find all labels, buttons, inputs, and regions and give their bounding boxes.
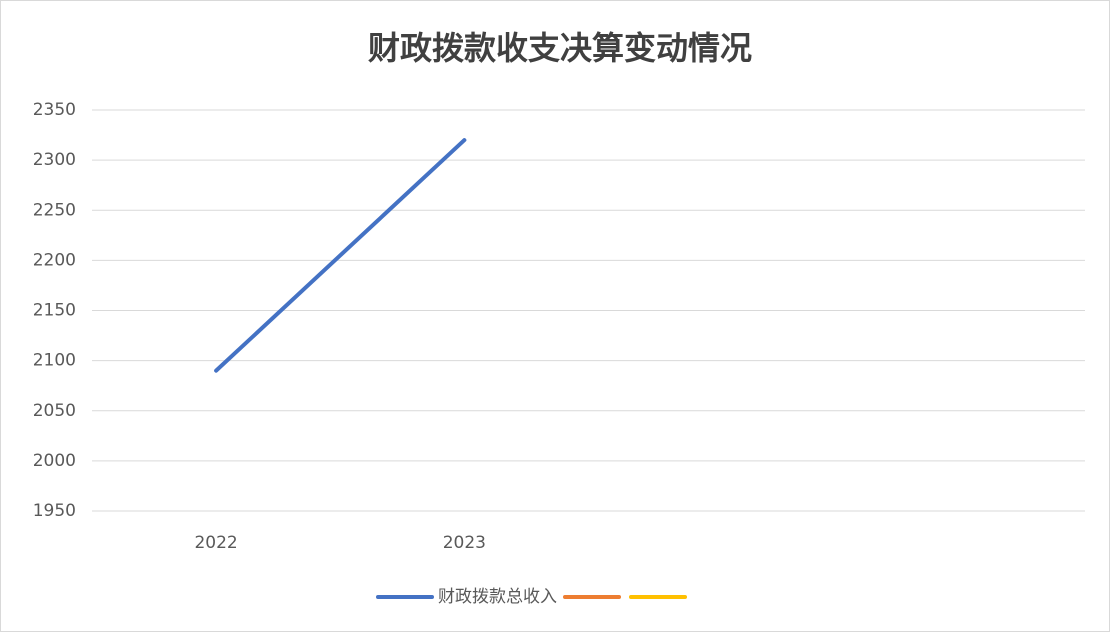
y-tick-label: 2050 [33,401,76,421]
y-tick-label: 2000 [33,451,76,471]
y-tick-label: 2200 [33,250,76,270]
y-tick-label: 2100 [33,351,76,371]
y-tick-label: 2250 [33,200,76,220]
y-tick-label: 2350 [33,100,76,120]
chart-title: 财政拨款收支决算变动情况 [368,29,752,67]
x-tick-label: 2022 [194,533,237,553]
y-tick-label: 2150 [33,301,76,321]
y-tick-label: 2300 [33,150,76,170]
x-tick-label: 2023 [443,533,486,553]
series-line [214,138,467,373]
legend-label: 财政拨款总收入 [438,587,557,607]
y-tick-label: 1950 [33,501,76,521]
